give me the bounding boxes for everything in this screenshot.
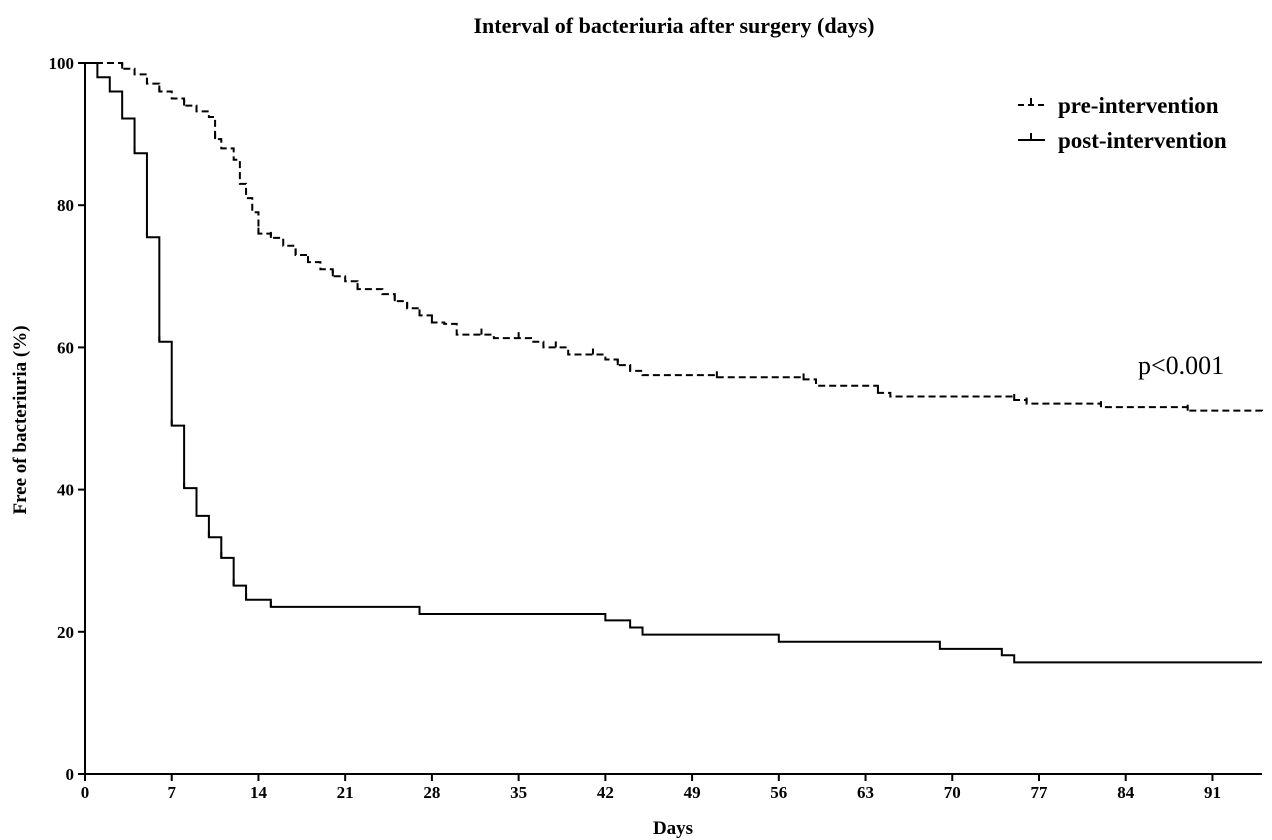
legend: pre-intervention post-intervention bbox=[1018, 93, 1227, 153]
x-tick-label: 21 bbox=[337, 783, 354, 802]
x-tick-label: 49 bbox=[684, 783, 701, 802]
x-tick-label: 84 bbox=[1117, 783, 1135, 802]
y-ticks: 0 20 40 60 80 100 bbox=[49, 54, 86, 784]
x-tick-label: 14 bbox=[250, 783, 268, 802]
x-tick-label: 70 bbox=[944, 783, 961, 802]
y-tick-label: 60 bbox=[57, 338, 74, 357]
x-tick-label: 91 bbox=[1204, 783, 1221, 802]
x-tick-label: 42 bbox=[597, 783, 614, 802]
y-tick-label: 100 bbox=[49, 54, 75, 73]
p-value-annotation: p<0.001 bbox=[1138, 351, 1224, 380]
x-tick-label: 35 bbox=[510, 783, 527, 802]
legend-label-post-intervention: post-intervention bbox=[1058, 128, 1227, 153]
y-tick-label: 0 bbox=[66, 765, 75, 784]
y-axis-title-group: Free of bacteriuria (%) bbox=[10, 325, 31, 514]
axes bbox=[85, 63, 1262, 774]
y-tick-label: 20 bbox=[57, 623, 74, 642]
x-tick-label: 63 bbox=[857, 783, 874, 802]
y-tick-label: 40 bbox=[57, 481, 74, 500]
legend-item-pre-intervention: pre-intervention bbox=[1018, 93, 1219, 118]
legend-item-post-intervention: post-intervention bbox=[1018, 128, 1227, 153]
x-tick-label: 77 bbox=[1030, 783, 1048, 802]
x-axis-title: Days bbox=[653, 818, 693, 839]
x-tick-label: 56 bbox=[770, 783, 787, 802]
y-tick-label: 80 bbox=[57, 196, 74, 215]
x-tick-label: 0 bbox=[81, 783, 90, 802]
y-axis-title: Free of bacteriuria (%) bbox=[10, 325, 31, 514]
x-ticks: 0 7 14 21 28 35 42 49 56 63 70 77 84 91 bbox=[81, 774, 1221, 802]
x-tick-label: 7 bbox=[167, 783, 176, 802]
chart-title: Interval of bacteriuria after surgery (d… bbox=[474, 13, 875, 38]
x-tick-label: 28 bbox=[423, 783, 440, 802]
legend-label-pre-intervention: pre-intervention bbox=[1058, 93, 1219, 118]
